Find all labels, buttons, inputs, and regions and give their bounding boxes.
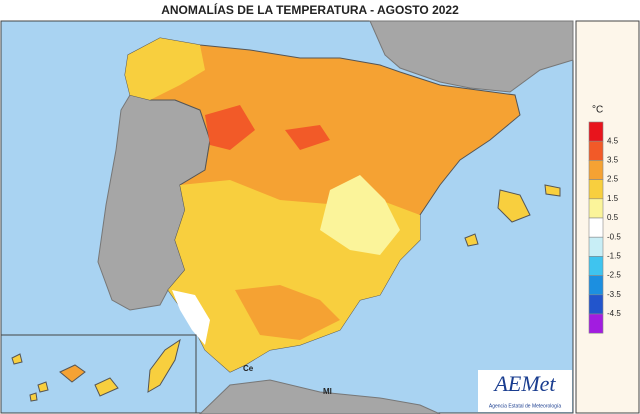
legend-label: -3.5 — [607, 290, 621, 299]
legend-label: -1.5 — [607, 252, 621, 261]
legend-swatch — [588, 179, 604, 200]
region-white — [172, 290, 210, 345]
island — [11, 353, 23, 365]
region-red — [205, 105, 255, 150]
legend-swatch — [588, 121, 604, 142]
balearic — [464, 233, 479, 247]
legend-swatch — [588, 198, 604, 219]
logo-subtitle: Agencia Estatal de Meteorología — [489, 403, 561, 409]
africa — [199, 379, 441, 414]
island — [59, 364, 86, 383]
balearic — [497, 189, 531, 223]
region-red — [285, 125, 330, 150]
logo: AEMet — [492, 371, 556, 396]
legend-panel — [575, 20, 640, 414]
legend-swatch — [588, 275, 604, 296]
legend-label: 3.5 — [607, 156, 619, 165]
france — [369, 20, 574, 93]
legend-swatch — [588, 236, 604, 257]
region-light-yellow — [320, 175, 400, 255]
legend-label: -4.5 — [607, 309, 621, 318]
legend-label: 1.5 — [607, 194, 619, 203]
region-yellow — [125, 38, 205, 100]
map: Ce Ml AEMet Agencia Estatal de Meteorolo… — [0, 20, 574, 414]
legend-label: -2.5 — [607, 271, 621, 280]
island — [29, 392, 38, 402]
legend-label: 0.5 — [607, 213, 619, 222]
logo-box — [478, 370, 572, 412]
title: ANOMALÍAS DE LA TEMPERATURA - AGOSTO 202… — [161, 2, 459, 17]
legend-swatch — [588, 217, 604, 238]
island — [37, 381, 49, 393]
legend-label: 4.5 — [607, 136, 619, 145]
region-orange — [235, 285, 340, 340]
island — [94, 377, 119, 397]
legend-unit: °C — [592, 105, 603, 116]
legend-label: 2.5 — [607, 175, 619, 184]
legend-swatch — [588, 294, 604, 315]
island — [147, 338, 181, 393]
balearic — [544, 184, 561, 197]
legend: °C 4.5 3.5 2.5 1.5 0.5 -0.5 -1.5 -2.5 -3.5 -4.5 — [575, 20, 640, 414]
melilla-label: Ml — [323, 387, 332, 396]
legend-swatch — [588, 256, 604, 276]
legend-swatch — [588, 313, 604, 334]
legend-swatch — [588, 140, 604, 161]
legend-label: -0.5 — [607, 232, 621, 241]
legend-swatch — [588, 160, 604, 180]
ceuta-label: Ce — [243, 364, 254, 373]
